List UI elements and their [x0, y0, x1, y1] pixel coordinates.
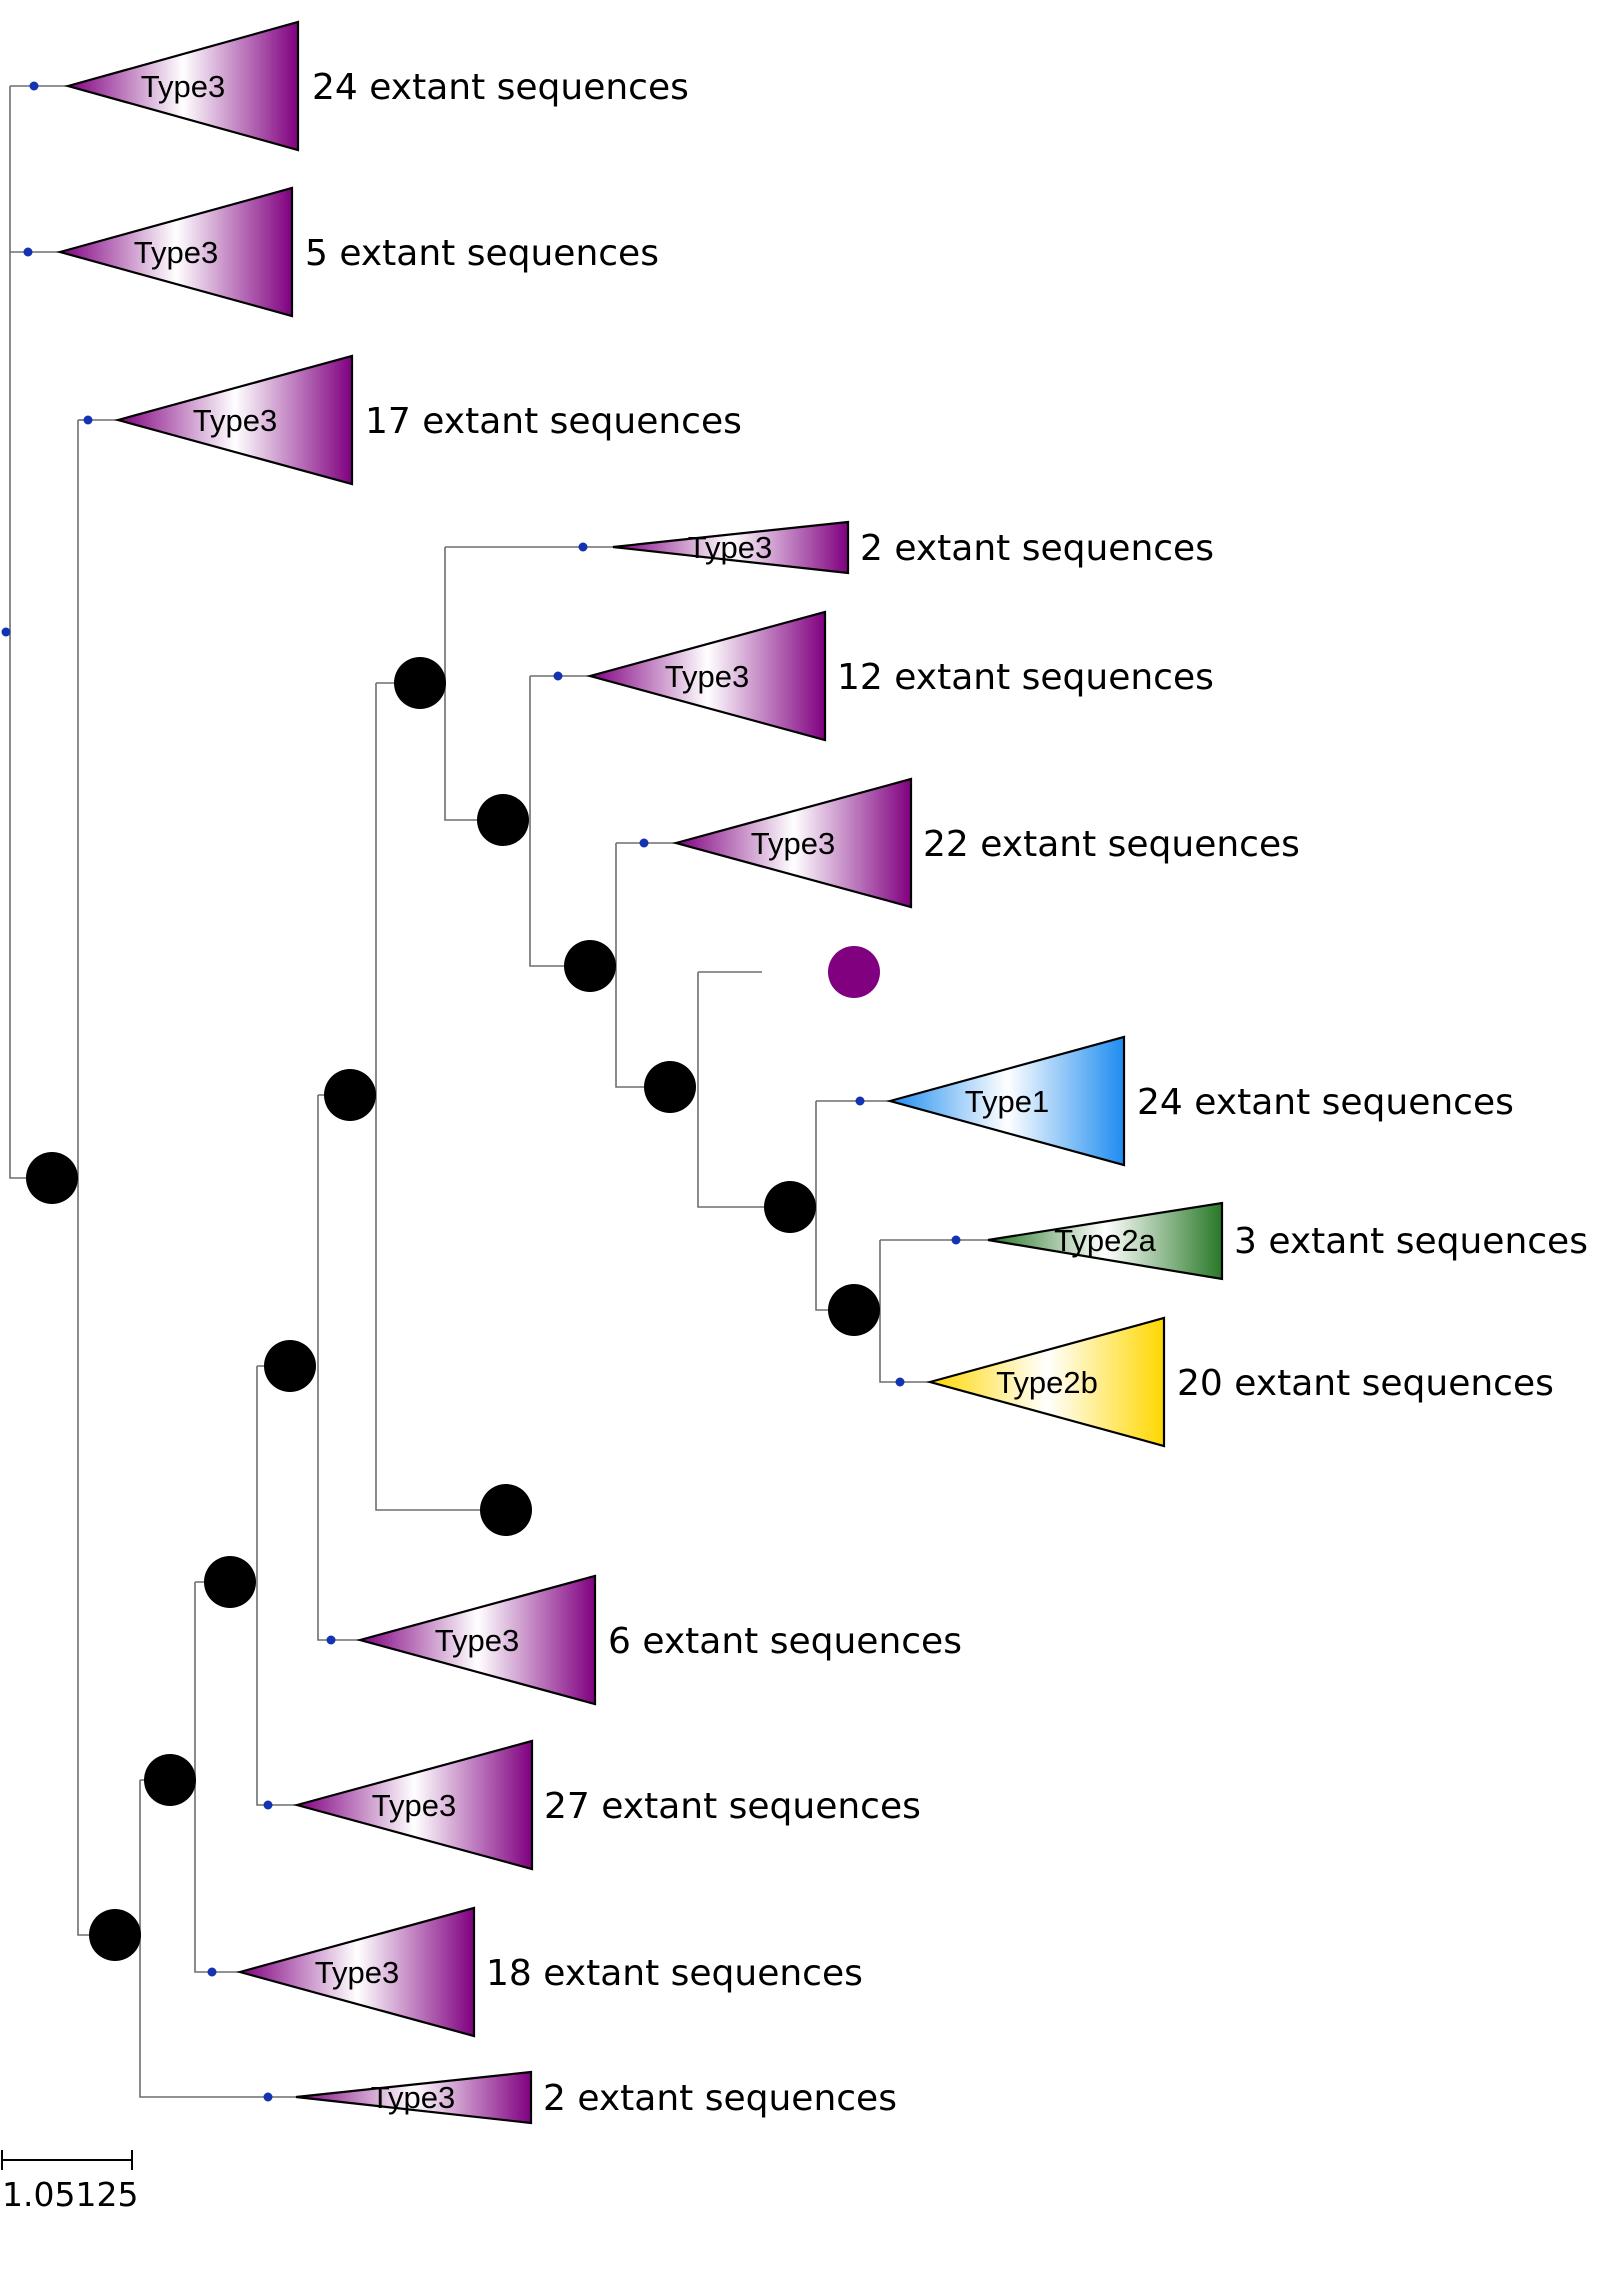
internal-node[interactable] — [644, 1061, 696, 1113]
clade-10[interactable]: Type3 6 extant sequences — [326, 1574, 962, 1706]
clade-name: Type2a — [1054, 1223, 1156, 1258]
clade-12[interactable]: Type3 18 extant sequences — [207, 1906, 863, 2038]
sequence-count-label: 24 extant sequences — [312, 67, 689, 108]
clade-triangle — [612, 520, 850, 575]
highlighted-node[interactable] — [828, 946, 880, 998]
internal-node[interactable] — [26, 1152, 78, 1204]
clade-triangle — [235, 1906, 476, 2038]
sequence-count-label: 27 extant sequences — [544, 1786, 921, 1827]
branch — [879, 1240, 900, 1383]
leaf-dot — [263, 2092, 273, 2102]
clade-name: Type3 — [435, 1623, 519, 1658]
clade-5[interactable]: Type3 12 extant sequences — [553, 610, 1214, 742]
branch — [256, 1366, 268, 1806]
branch — [194, 1582, 212, 1973]
internal-node[interactable] — [828, 1284, 880, 1336]
clade-4[interactable]: Type3 2 extant sequences — [578, 520, 1214, 575]
clade-triangle — [292, 1739, 534, 1871]
internal-node[interactable] — [264, 1340, 316, 1392]
branch — [815, 1101, 854, 1311]
clade-triangle — [585, 610, 827, 742]
leaf-dot — [553, 671, 563, 681]
clade-triangle — [113, 354, 354, 486]
leaf-dot — [29, 81, 39, 91]
branch — [77, 420, 115, 1936]
clade-name: Type1 — [965, 1084, 1049, 1119]
branch — [615, 843, 670, 1088]
clade-name: Type3 — [193, 403, 277, 438]
sequence-count-label: 22 extant sequences — [923, 824, 1300, 865]
clade-triangle — [355, 1574, 597, 1706]
clade-triangle — [55, 186, 294, 318]
clade-triangle — [925, 1316, 1166, 1448]
leaf-dot — [207, 1967, 217, 1977]
sequence-count-label: 20 extant sequences — [1177, 1363, 1554, 1404]
sequence-count-label: 17 extant sequences — [365, 401, 742, 442]
branch — [697, 972, 790, 1208]
branch — [444, 547, 503, 821]
clade-6[interactable]: Type3 22 extant sequences — [639, 777, 1300, 909]
clade-2[interactable]: Type3 5 extant sequences — [23, 186, 659, 318]
clade-triangle — [63, 20, 300, 152]
sequence-count-label: 2 extant sequences — [860, 528, 1214, 569]
sequence-count-label: 3 extant sequences — [1234, 1221, 1588, 1262]
clade-triangle — [885, 1035, 1126, 1167]
internal-node[interactable] — [477, 794, 529, 846]
clade-name: Type3 — [315, 1955, 399, 1990]
leaf-dot — [326, 1635, 336, 1645]
clade-triangle — [671, 777, 913, 909]
clade-13[interactable]: Type3 2 extant sequences — [263, 2070, 897, 2125]
scale-bar-label: 1.05125 — [2, 2175, 138, 2214]
root-dot[interactable] — [1, 627, 11, 637]
leaf-dot — [855, 1096, 865, 1106]
leaf-dot — [263, 1800, 273, 1810]
clade-9[interactable]: Type2b 20 extant sequences — [895, 1316, 1554, 1448]
sequence-count-label: 12 extant sequences — [837, 657, 1214, 698]
internal-node[interactable] — [204, 1556, 256, 1608]
leaf-dot — [83, 415, 93, 425]
sequence-count-label: 6 extant sequences — [608, 1621, 962, 1662]
sequence-count-label: 5 extant sequences — [305, 233, 659, 274]
clade-name: Type3 — [371, 2080, 455, 2115]
clade-name: Type3 — [134, 235, 218, 270]
clade-name: Type3 — [372, 1788, 456, 1823]
leaf-dot — [639, 838, 649, 848]
clade-triangle — [295, 2070, 533, 2125]
branch — [317, 1095, 331, 1641]
leaf-dot — [951, 1235, 961, 1245]
clade-name: Type3 — [688, 530, 772, 565]
clade-7[interactable]: Type1 24 extant sequences — [855, 1035, 1514, 1167]
scale-bar: 1.05125 — [1, 2150, 138, 2214]
branch — [375, 683, 506, 1511]
clade-8[interactable]: Type2a 3 extant sequences — [951, 1201, 1588, 1281]
internal-node[interactable] — [564, 940, 616, 992]
clade-11[interactable]: Type3 27 extant sequences — [263, 1739, 921, 1871]
leaf-dot — [23, 247, 33, 257]
leaf-dot — [578, 542, 588, 552]
clade-triangle — [987, 1201, 1224, 1281]
leaf-dot — [895, 1377, 905, 1387]
branch — [529, 676, 590, 967]
clade-1[interactable]: Type3 24 extant sequences — [29, 20, 689, 152]
clade-name: Type3 — [665, 659, 749, 694]
clade-3[interactable]: Type3 17 extant sequences — [83, 354, 742, 486]
internal-node[interactable] — [480, 1484, 532, 1536]
internal-node[interactable] — [144, 1754, 196, 1806]
internal-node[interactable] — [89, 1909, 141, 1961]
branch — [139, 1780, 268, 2098]
internal-nodes — [1, 627, 880, 1961]
clade-name: Type2b — [996, 1365, 1098, 1400]
clade-name: Type3 — [751, 826, 835, 861]
internal-node[interactable] — [394, 657, 446, 709]
sequence-count-label: 2 extant sequences — [543, 2078, 897, 2119]
sequence-count-label: 18 extant sequences — [486, 1953, 863, 1994]
internal-node[interactable] — [764, 1181, 816, 1233]
sequence-count-label: 24 extant sequences — [1137, 1082, 1514, 1123]
clade-name: Type3 — [141, 69, 225, 104]
internal-node[interactable] — [324, 1069, 376, 1121]
